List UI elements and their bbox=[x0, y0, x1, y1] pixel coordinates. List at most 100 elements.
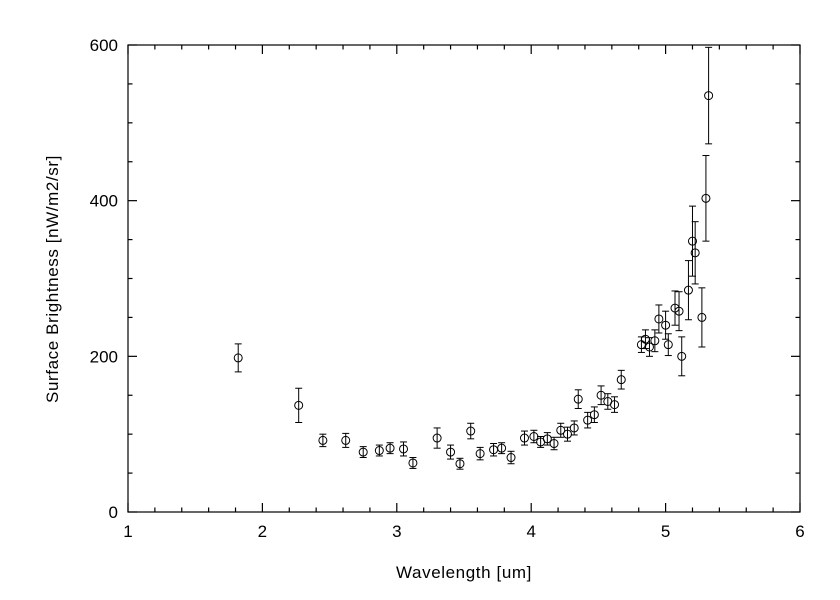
data-point bbox=[701, 155, 711, 242]
marker-circle bbox=[569, 423, 579, 433]
data-point bbox=[589, 406, 599, 423]
marker-circle bbox=[644, 342, 654, 352]
data-point bbox=[661, 310, 671, 340]
x-tick-label: 5 bbox=[661, 522, 670, 541]
marker-circle bbox=[616, 375, 626, 385]
marker-circle bbox=[697, 312, 707, 322]
marker-circle bbox=[318, 435, 328, 445]
marker-circle bbox=[294, 400, 304, 410]
data-points bbox=[233, 46, 714, 470]
x-tick-label: 4 bbox=[526, 522, 535, 541]
data-point bbox=[556, 422, 566, 438]
y-axis-title: Surface Brightness [nW/m2/sr] bbox=[43, 155, 62, 403]
marker-circle bbox=[663, 340, 673, 350]
data-point bbox=[446, 444, 456, 460]
marker-circle bbox=[704, 91, 714, 101]
data-point bbox=[475, 446, 485, 461]
x-axis-title: Wavelength [um] bbox=[396, 563, 532, 582]
data-point bbox=[385, 442, 395, 455]
x-tick-label: 1 bbox=[123, 522, 132, 541]
marker-circle bbox=[385, 443, 395, 453]
data-point bbox=[562, 426, 572, 442]
data-point bbox=[583, 411, 593, 429]
data-point bbox=[690, 221, 700, 285]
marker-circle bbox=[497, 443, 507, 453]
marker-circle bbox=[690, 248, 700, 258]
data-point bbox=[358, 446, 368, 459]
data-point bbox=[654, 304, 664, 334]
data-point bbox=[670, 290, 680, 326]
data-point bbox=[432, 427, 442, 449]
x-tick-label: 2 bbox=[258, 522, 267, 541]
marker-circle bbox=[506, 453, 516, 463]
data-point bbox=[466, 422, 476, 440]
y-tick-label: 0 bbox=[109, 503, 118, 522]
marker-circle bbox=[466, 426, 476, 436]
data-point bbox=[549, 436, 559, 451]
data-point bbox=[569, 420, 579, 436]
data-point bbox=[506, 450, 516, 465]
marker-circle bbox=[408, 458, 418, 468]
plot-frame bbox=[127, 44, 801, 513]
marker-circle bbox=[432, 433, 442, 443]
data-point bbox=[650, 329, 660, 353]
data-point bbox=[542, 432, 552, 446]
marker-circle bbox=[399, 444, 409, 454]
data-point bbox=[233, 343, 243, 373]
marker-circle bbox=[556, 425, 566, 435]
data-point bbox=[704, 46, 714, 145]
marker-circle bbox=[475, 449, 485, 459]
marker-circle bbox=[446, 447, 456, 457]
data-point bbox=[519, 430, 529, 446]
data-point bbox=[408, 457, 418, 469]
x-tick-label: 3 bbox=[392, 522, 401, 541]
data-point bbox=[683, 260, 693, 321]
marker-circle bbox=[562, 429, 572, 439]
data-point bbox=[610, 396, 620, 413]
data-point bbox=[663, 333, 673, 357]
axis-tick-labels: 1 2 3 4 5 6 0 200 400 600 bbox=[90, 36, 805, 541]
marker-circle bbox=[233, 353, 243, 363]
marker-circle bbox=[549, 439, 559, 449]
data-point bbox=[399, 441, 409, 457]
marker-circle bbox=[589, 410, 599, 420]
data-point bbox=[294, 387, 304, 423]
data-point bbox=[674, 291, 684, 332]
marker-circle bbox=[610, 400, 620, 410]
data-point bbox=[341, 432, 351, 448]
y-tick-label: 400 bbox=[90, 192, 118, 211]
data-point bbox=[374, 444, 384, 457]
marker-circle bbox=[683, 285, 693, 295]
marker-circle bbox=[519, 433, 529, 443]
data-point bbox=[616, 369, 626, 390]
data-point bbox=[455, 457, 465, 470]
data-point bbox=[596, 385, 606, 406]
marker-circle bbox=[701, 193, 711, 203]
y-tick-label: 600 bbox=[90, 36, 118, 55]
marker-circle bbox=[573, 394, 583, 404]
marker-circle bbox=[677, 351, 687, 361]
marker-circle bbox=[674, 306, 684, 316]
data-point bbox=[497, 442, 507, 455]
marker-circle bbox=[374, 446, 384, 456]
data-point bbox=[489, 443, 499, 457]
marker-circle bbox=[654, 314, 664, 324]
marker-circle bbox=[661, 320, 671, 330]
plot-border bbox=[127, 44, 801, 513]
y-tick-label: 200 bbox=[90, 347, 118, 366]
marker-circle bbox=[650, 336, 660, 346]
marker-circle bbox=[542, 434, 552, 444]
marker-circle bbox=[583, 415, 593, 425]
marker-circle bbox=[687, 236, 697, 246]
data-point bbox=[697, 287, 707, 348]
data-point bbox=[644, 337, 654, 357]
marker-circle bbox=[596, 390, 606, 400]
data-point bbox=[677, 336, 687, 377]
axis-ticks bbox=[127, 44, 801, 513]
marker-circle bbox=[358, 447, 368, 457]
x-tick-label: 6 bbox=[795, 522, 804, 541]
marker-circle bbox=[455, 459, 465, 469]
marker-circle bbox=[341, 435, 351, 445]
